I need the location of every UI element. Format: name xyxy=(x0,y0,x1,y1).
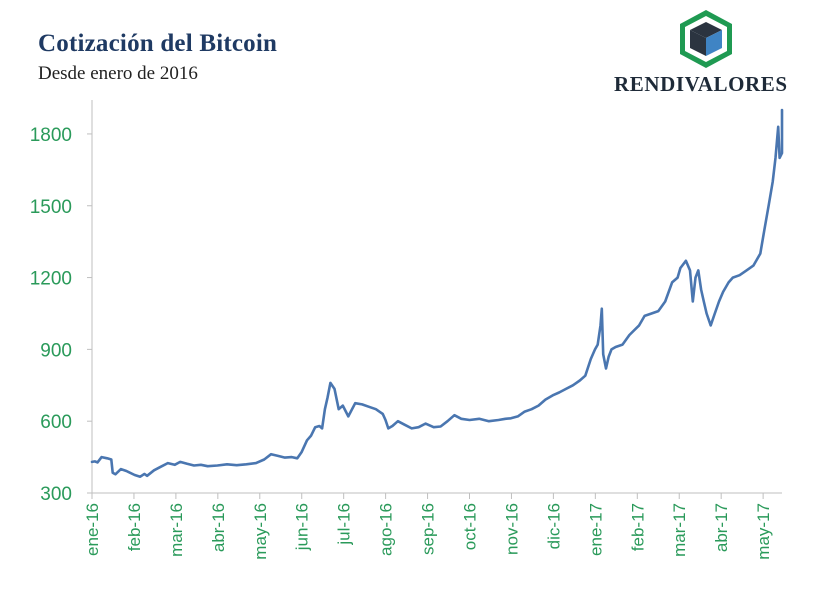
y-tick-label: 1800 xyxy=(30,125,72,146)
x-tick-label: sep-16 xyxy=(419,503,438,555)
series-line-bitcoin-price xyxy=(90,108,784,478)
x-tick-label: nov-16 xyxy=(502,503,521,555)
x-tick-label: oct-16 xyxy=(461,503,480,550)
x-tick-label: feb-17 xyxy=(628,503,647,551)
x-tick-label: dic-16 xyxy=(544,503,563,549)
x-tick-label: ene-16 xyxy=(83,503,102,556)
x-tick-label: abr-16 xyxy=(209,503,228,552)
y-tick-label: 300 xyxy=(40,484,72,505)
x-axis: ene-16 feb-16 mar-16 abr-16 may-16 jun-16 jul-… xyxy=(83,492,782,560)
y-tick-label: 1500 xyxy=(30,197,72,218)
y-tick-label: 1200 xyxy=(30,269,72,290)
x-tick-label: jul-16 xyxy=(335,503,354,546)
y-tick-label: 600 xyxy=(40,412,72,433)
x-tick-label: abr-17 xyxy=(712,503,731,552)
logo-cube-right xyxy=(706,30,722,56)
x-tick-label: may-16 xyxy=(251,503,270,560)
x-tick-label: mar-17 xyxy=(670,503,689,557)
logo-text: RENDIVALORES xyxy=(614,72,788,96)
x-tick-label: mar-16 xyxy=(167,503,186,557)
chart-title: Cotización del Bitcoin xyxy=(38,30,278,57)
logo-cube-icon xyxy=(680,10,732,68)
x-tick-label: jun-16 xyxy=(293,503,312,551)
logo-cube-left xyxy=(690,30,706,56)
x-tick-label: ago-16 xyxy=(377,503,396,556)
y-axis: 300 600 900 1200 1500 1800 xyxy=(30,100,93,505)
x-tick-label: ene-17 xyxy=(586,503,605,556)
x-tick-label: feb-16 xyxy=(125,503,144,551)
x-tick-label: may-17 xyxy=(754,503,773,560)
chart-subtitle: Desde enero de 2016 xyxy=(38,63,198,84)
y-tick-label: 900 xyxy=(40,340,72,361)
